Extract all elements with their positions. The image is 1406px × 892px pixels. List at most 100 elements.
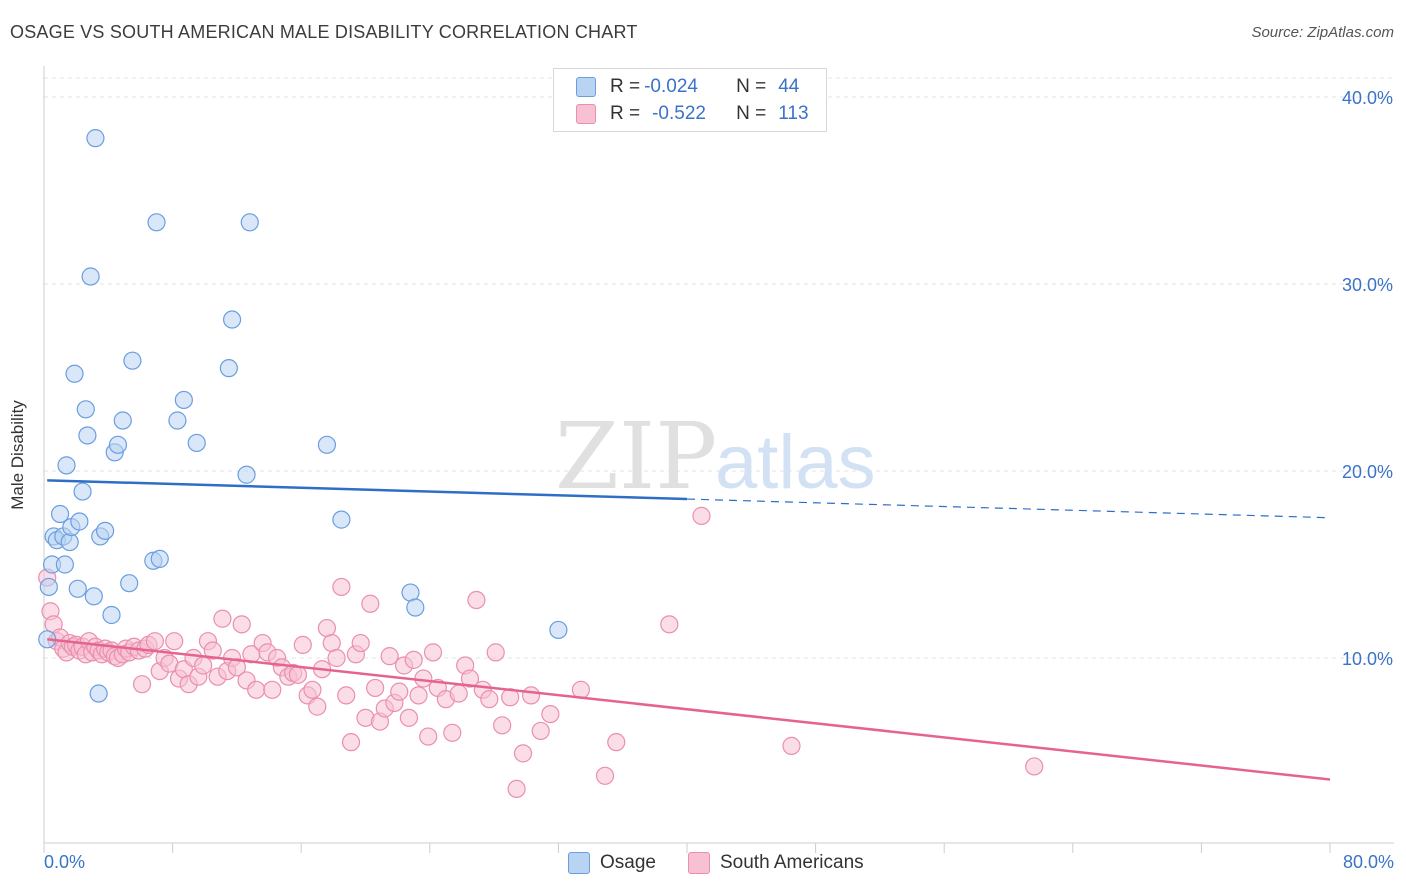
south-americans-point	[513, 744, 533, 763]
south-americans-point	[303, 680, 322, 699]
osage-point	[150, 549, 169, 568]
osage-point	[50, 504, 70, 524]
y-tick-label: 10.0%	[1342, 649, 1393, 669]
legend-label-south-americans: South Americans	[720, 852, 864, 873]
osage-point	[240, 213, 259, 232]
south-americans-trend-line	[47, 638, 1331, 781]
south-americans-point	[595, 766, 615, 785]
south-americans-point	[660, 615, 679, 634]
osage-point	[84, 587, 103, 606]
osage-point	[406, 598, 425, 617]
south-americans-point	[449, 684, 468, 703]
osage-point	[70, 512, 89, 531]
south-americans-point	[263, 680, 282, 699]
osage-point	[108, 435, 128, 454]
osage-point	[187, 433, 206, 453]
n-value: 113	[778, 103, 809, 124]
y-tick-label: 40.0%	[1342, 88, 1393, 108]
osage-point	[222, 310, 242, 329]
series-legend: Osage South Americans	[0, 852, 1406, 876]
south-americans-point	[404, 650, 423, 669]
osage-point	[89, 684, 108, 703]
south-americans-point	[213, 609, 232, 628]
south-americans-point	[541, 704, 560, 724]
osage-point	[317, 435, 337, 454]
south-americans-point	[327, 648, 346, 668]
osage-point	[78, 426, 97, 445]
south-americans-point	[607, 733, 626, 752]
south-americans-swatch	[576, 104, 596, 124]
chart-title: OSAGE VS SOUTH AMERICAN MALE DISABILITY …	[10, 22, 638, 42]
watermark-zip: ZIP	[555, 403, 717, 510]
south-americans-point	[361, 594, 380, 613]
legend-item-south-americans[interactable]: South Americans	[688, 852, 864, 874]
r-label: R =	[610, 76, 641, 97]
south-americans-point	[782, 736, 801, 755]
south-americans-point	[390, 682, 409, 701]
osage-point	[55, 555, 74, 574]
south-americans-point	[165, 632, 184, 651]
south-americans-point	[507, 779, 526, 799]
south-americans-point	[247, 680, 266, 699]
south-americans-point	[486, 643, 505, 662]
south-americans-point	[1025, 757, 1044, 776]
south-americans-point	[380, 647, 399, 666]
south-americans-swatch	[688, 852, 710, 874]
osage-point	[73, 482, 92, 501]
south-americans-point	[460, 669, 480, 688]
legend-label-osage: Osage	[600, 852, 656, 873]
south-americans-point	[366, 678, 385, 698]
south-americans-points	[38, 506, 1044, 799]
legend-item-osage[interactable]: Osage	[568, 852, 656, 874]
osage-point	[86, 129, 105, 148]
r-label: R =	[610, 103, 641, 124]
gridlines	[44, 77, 1394, 659]
south-americans-point	[692, 506, 711, 525]
n-value: 44	[778, 76, 800, 97]
south-americans-point	[337, 686, 356, 705]
osage-trend-extension	[686, 498, 1331, 519]
trend-lines	[47, 479, 1331, 781]
x-tick-max: 80.0%	[1342, 852, 1394, 872]
osage-point	[95, 521, 115, 540]
y-tick-labels: 10.0% 20.0% 30.0% 40.0%	[1342, 88, 1393, 669]
south-americans-point	[341, 733, 361, 752]
x-tick-min: 0.0%	[44, 852, 86, 872]
osage-point	[549, 620, 568, 640]
osage-point	[332, 510, 351, 529]
south-americans-point	[423, 643, 443, 662]
south-americans-point	[194, 656, 213, 675]
legend-row-south-americans: R = -0.522 N = 113	[576, 102, 809, 126]
n-label: N =	[736, 103, 767, 124]
osage-point	[60, 532, 79, 552]
south-americans-point	[145, 632, 165, 651]
south-americans-point	[288, 665, 308, 684]
n-label: N =	[736, 76, 767, 97]
south-americans-point	[203, 641, 222, 660]
r-value: -0.024	[644, 76, 698, 97]
osage-point	[68, 579, 87, 598]
south-americans-point	[332, 577, 351, 597]
watermark-atlas: atlas	[715, 420, 876, 505]
osage-point	[168, 411, 187, 430]
osage-point	[120, 574, 139, 593]
osage-point	[102, 605, 121, 625]
source-label: Source: ZipAtlas.com	[1251, 24, 1394, 41]
osage-swatch	[568, 852, 590, 874]
y-tick-label: 30.0%	[1342, 275, 1393, 295]
osage-point	[81, 267, 100, 286]
osage-point	[65, 364, 84, 383]
osage-point	[123, 351, 142, 370]
south-americans-point	[132, 675, 152, 694]
stats-legend: R = -0.024 N = 44 R = -0.522 N = 113	[553, 68, 827, 132]
osage-swatch	[576, 77, 596, 97]
south-americans-point	[293, 635, 312, 655]
osage-point	[147, 213, 166, 232]
south-americans-point	[443, 723, 462, 742]
south-americans-point	[232, 615, 251, 634]
y-tick-label: 20.0%	[1342, 462, 1393, 482]
south-americans-point	[493, 716, 512, 735]
osage-point	[113, 411, 132, 430]
osage-trend-line	[47, 479, 688, 501]
